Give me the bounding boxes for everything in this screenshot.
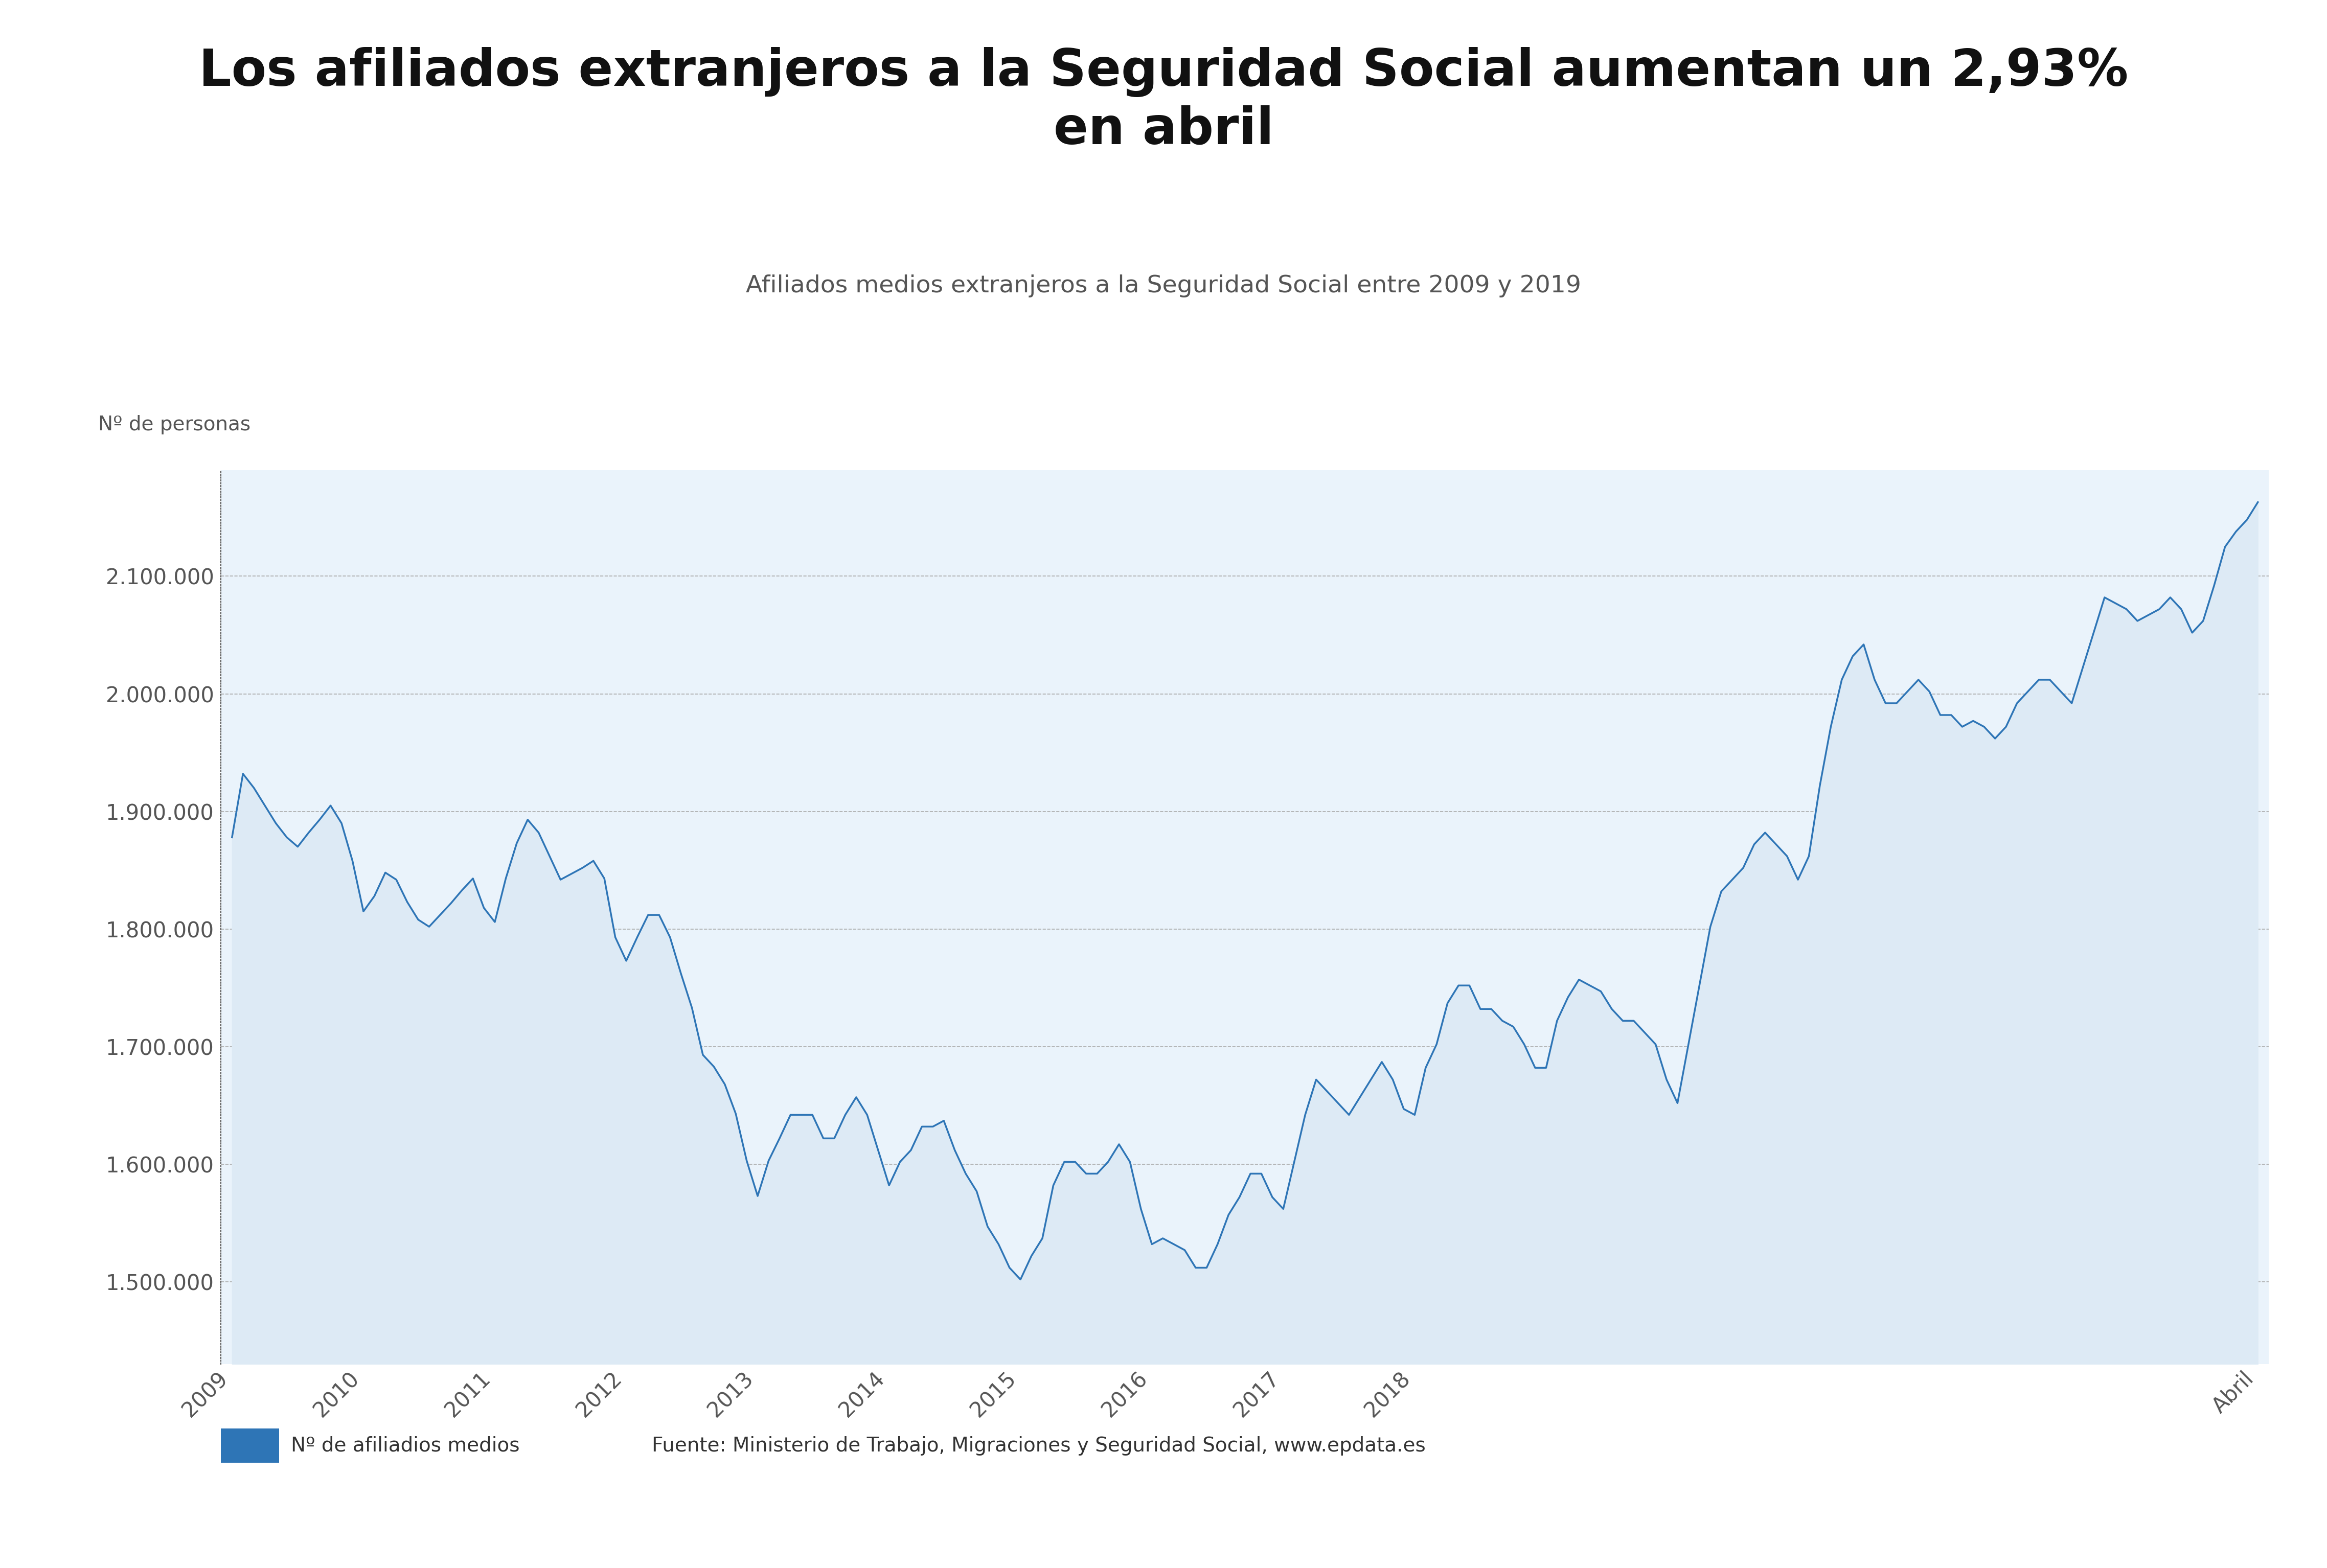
Text: Fuente: Ministerio de Trabajo, Migraciones y Seguridad Social, www.epdata.es: Fuente: Ministerio de Trabajo, Migracion… bbox=[652, 1436, 1426, 1455]
Text: Nº de afiliadios medios: Nº de afiliadios medios bbox=[291, 1436, 519, 1455]
Text: Afiliados medios extranjeros a la Seguridad Social entre 2009 y 2019: Afiliados medios extranjeros a la Seguri… bbox=[747, 274, 1580, 298]
Text: Nº de personas: Nº de personas bbox=[98, 416, 251, 434]
Text: Los afiliados extranjeros a la Seguridad Social aumentan un 2,93%
en abril: Los afiliados extranjeros a la Seguridad… bbox=[198, 47, 2129, 155]
